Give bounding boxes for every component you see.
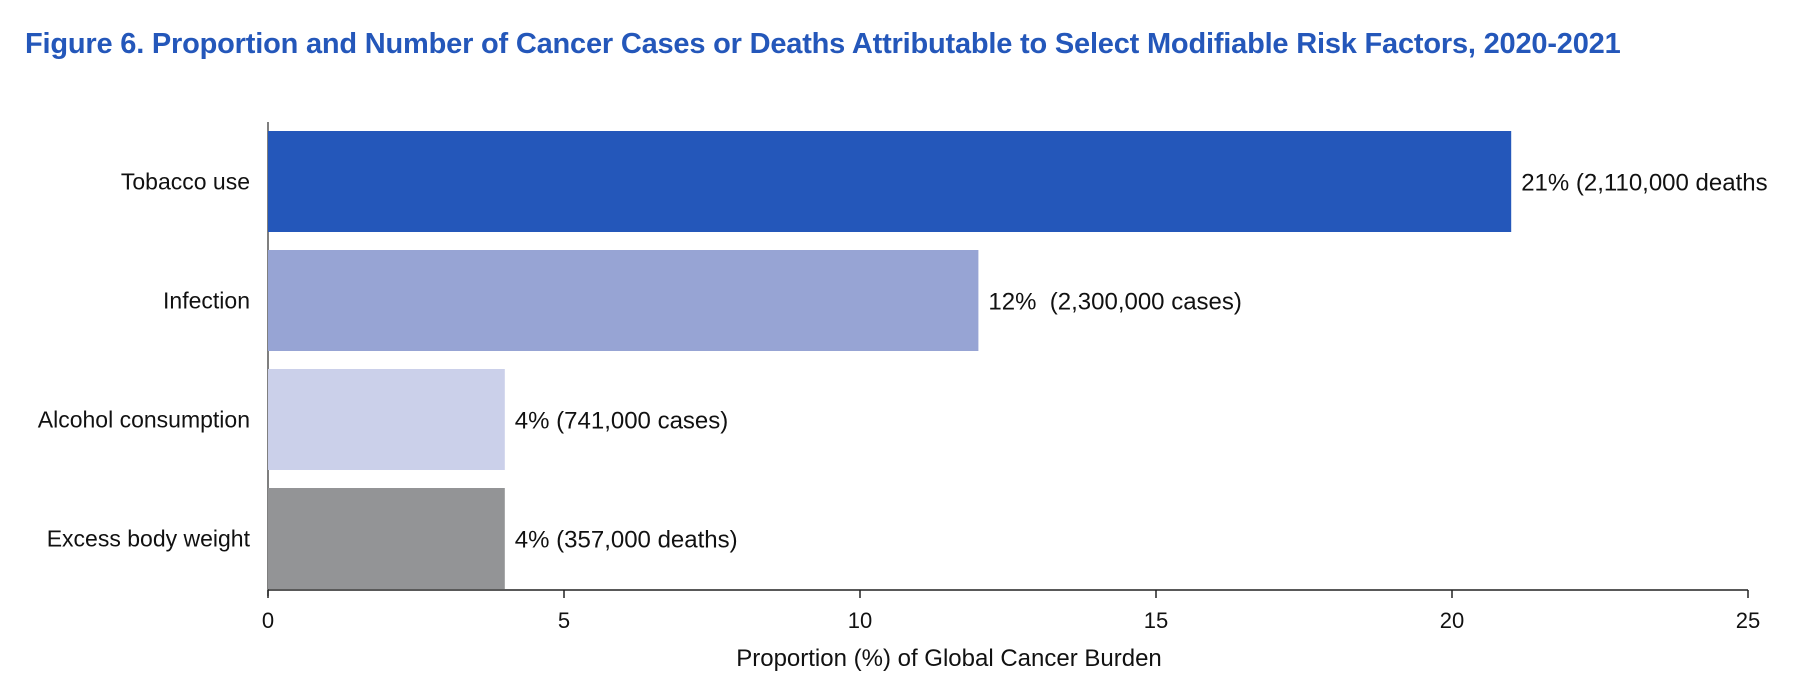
x-axis: 0 5 10 15 20 25	[262, 589, 1760, 633]
data-label: 21% (2,110,000 deaths	[1521, 170, 1767, 197]
bar	[268, 488, 505, 589]
x-axis-title: Proportion (%) of Global Cancer Burden	[736, 645, 1162, 672]
x-tick-label: 5	[558, 608, 570, 633]
category-label: Excess body weight	[47, 526, 251, 552]
bars-group	[268, 131, 1512, 589]
data-label: 4% (357,000 deaths)	[515, 527, 738, 554]
bar	[268, 250, 979, 351]
chart-title: Figure 6. Proportion and Number of Cance…	[25, 28, 1621, 60]
category-label: Alcohol consumption	[38, 407, 250, 433]
bar	[268, 131, 1512, 232]
category-label: Infection	[163, 288, 250, 314]
data-label: 4% (741,000 cases)	[515, 408, 728, 435]
x-tick-label: 10	[848, 608, 872, 633]
x-tick-label: 25	[1736, 608, 1760, 633]
bar	[268, 369, 505, 470]
category-label: Tobacco use	[121, 169, 250, 195]
data-label: 12% (2,300,000 cases)	[988, 289, 1242, 316]
x-tick-label: 15	[1144, 608, 1168, 633]
x-tick-label: 0	[262, 608, 274, 633]
value-labels: 21% (2,110,000 deaths 12% (2,300,000 case…	[515, 170, 1768, 554]
category-labels: Tobacco use Infection Alcohol consumption E…	[38, 169, 251, 552]
x-tick-label: 20	[1440, 608, 1464, 633]
